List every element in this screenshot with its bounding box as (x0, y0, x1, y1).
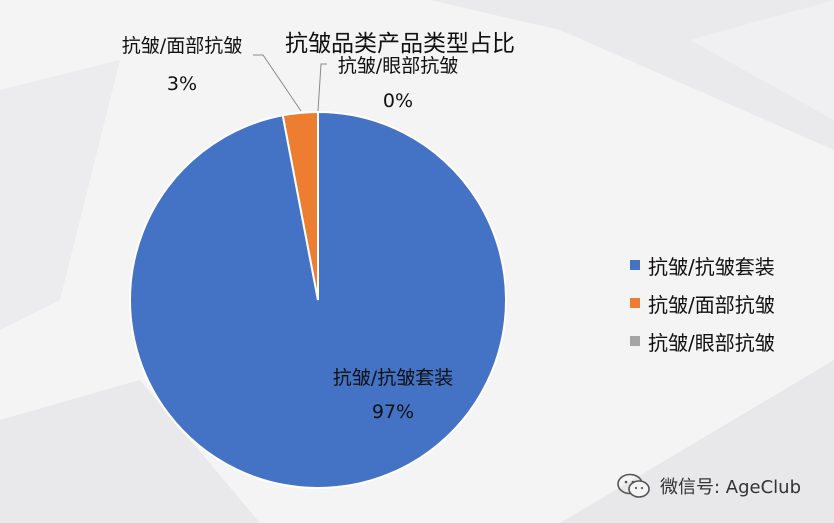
chart-title: 抗皱品类产品类型占比 (285, 31, 515, 57)
legend: 抗皱/抗皱套装 抗皱/面部抗皱 抗皱/眼部抗皱 (630, 246, 775, 360)
legend-swatch (630, 260, 640, 270)
legend-label: 抗皱/面部抗皱 (648, 292, 775, 317)
wechat-icon (617, 473, 650, 498)
legend-item: 抗皱/面部抗皱 (630, 284, 775, 322)
slice-category-label: 抗皱/眼部抗皱 (338, 55, 458, 77)
slice-category-label: 抗皱/面部抗皱 (122, 35, 242, 57)
slice-value-label: 0% (383, 90, 413, 112)
legend-swatch (630, 336, 640, 346)
slice-value-label: 3% (167, 73, 197, 95)
legend-item: 抗皱/抗皱套装 (630, 246, 775, 284)
legend-item: 抗皱/眼部抗皱 (630, 322, 775, 360)
slice-value-label: 97% (372, 401, 414, 423)
leader-line (253, 54, 302, 112)
watermark: 微信号: AgeClub (616, 472, 801, 500)
slice-category-label: 抗皱/抗皱套装 (333, 367, 453, 389)
legend-swatch (630, 298, 640, 308)
legend-label: 抗皱/眼部抗皱 (648, 330, 775, 355)
pie-slice (281, 110, 319, 301)
legend-label: 抗皱/抗皱套装 (648, 254, 775, 279)
watermark-text: 微信号: AgeClub (660, 477, 802, 498)
leader-line (317, 63, 327, 112)
